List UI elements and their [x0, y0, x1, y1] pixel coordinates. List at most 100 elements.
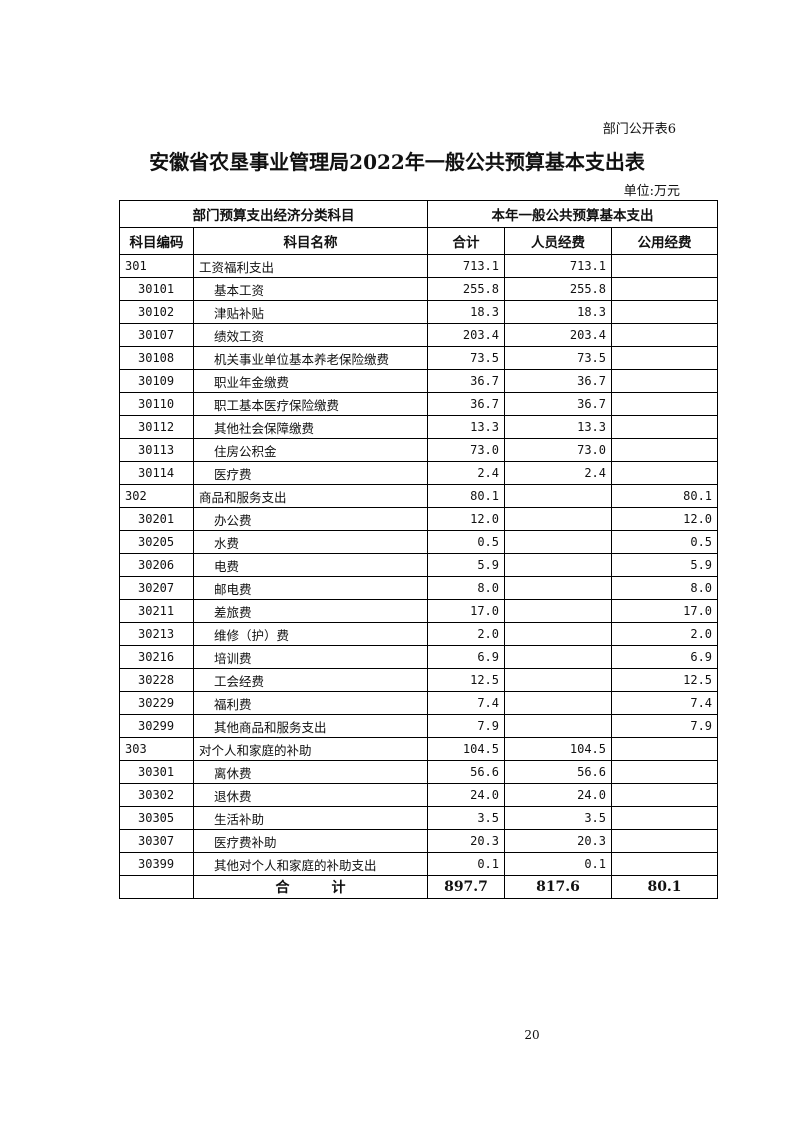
row-personnel: 73.5 — [504, 346, 612, 370]
row-name: 对个人和家庭的补助 — [193, 737, 428, 761]
row-code: 30101 — [119, 277, 194, 301]
table-row: 30229 福利费 7.4 7.4 — [119, 691, 719, 715]
row-personnel — [504, 668, 612, 692]
row-total: 5.9 — [427, 553, 505, 577]
row-total: 2.0 — [427, 622, 505, 646]
row-code: 30399 — [119, 852, 194, 876]
row-name: 机关事业单位基本养老保险缴费 — [193, 346, 428, 370]
table-row: 30102 津贴补贴 18.3 18.3 — [119, 300, 719, 324]
row-personnel — [504, 553, 612, 577]
row-personnel — [504, 622, 612, 646]
row-name: 工资福利支出 — [193, 254, 428, 278]
row-code: 30229 — [119, 691, 194, 715]
header-group-right: 本年一般公共预算基本支出 — [426, 200, 719, 228]
row-name: 维修（护）费 — [193, 622, 428, 646]
total-public: 80.1 — [610, 875, 719, 899]
row-personnel: 203.4 — [504, 323, 612, 347]
row-personnel — [504, 599, 612, 623]
table-row: 30299 其他商品和服务支出 7.9 7.9 — [119, 714, 719, 738]
row-code: 30305 — [119, 806, 194, 830]
row-personnel: 0.1 — [504, 852, 612, 876]
row-public — [610, 783, 719, 807]
row-name: 其他社会保障缴费 — [193, 415, 428, 439]
header-row: 科目编码 科目名称 合计 人员经费 公用经费 — [119, 227, 719, 255]
row-public — [610, 737, 719, 761]
row-name: 邮电费 — [193, 576, 428, 600]
row-personnel: 24.0 — [504, 783, 612, 807]
row-name: 工会经费 — [193, 668, 428, 692]
table-row: 30112 其他社会保障缴费 13.3 13.3 — [119, 415, 719, 439]
row-total: 104.5 — [427, 737, 505, 761]
row-total: 80.1 — [427, 484, 505, 508]
row-public — [610, 254, 719, 278]
table-row: 30301 离休费 56.6 56.6 — [119, 760, 719, 784]
table-row: 30108 机关事业单位基本养老保险缴费 73.5 73.5 — [119, 346, 719, 370]
row-code: 30113 — [119, 438, 194, 462]
row-public — [610, 806, 719, 830]
row-name: 其他商品和服务支出 — [193, 714, 428, 738]
row-total: 36.7 — [427, 392, 505, 416]
total-label: 合 计 — [193, 875, 428, 899]
row-public: 80.1 — [610, 484, 719, 508]
header-public: 公用经费 — [610, 227, 719, 255]
table-row: 30216 培训费 6.9 6.9 — [119, 645, 719, 669]
row-public — [610, 300, 719, 324]
table-row: 30207 邮电费 8.0 8.0 — [119, 576, 719, 600]
row-public: 6.9 — [610, 645, 719, 669]
row-total: 7.4 — [427, 691, 505, 715]
row-name: 办公费 — [193, 507, 428, 531]
row-total: 13.3 — [427, 415, 505, 439]
row-total: 2.4 — [427, 461, 505, 485]
row-public — [610, 760, 719, 784]
row-total: 56.6 — [427, 760, 505, 784]
row-public: 5.9 — [610, 553, 719, 577]
row-personnel — [504, 691, 612, 715]
row-public — [610, 392, 719, 416]
row-code: 30228 — [119, 668, 194, 692]
row-personnel: 713.1 — [504, 254, 612, 278]
row-code: 30114 — [119, 461, 194, 485]
row-public: 0.5 — [610, 530, 719, 554]
row-total: 18.3 — [427, 300, 505, 324]
row-total: 17.0 — [427, 599, 505, 623]
row-total: 255.8 — [427, 277, 505, 301]
total-row: 合 计 897.7 817.6 80.1 — [119, 875, 719, 899]
header-personnel: 人员经费 — [504, 227, 612, 255]
row-name: 医疗费补助 — [193, 829, 428, 853]
row-name: 离休费 — [193, 760, 428, 784]
row-public: 8.0 — [610, 576, 719, 600]
table-row: 30305 生活补助 3.5 3.5 — [119, 806, 719, 830]
header-code: 科目编码 — [119, 227, 194, 255]
row-personnel: 18.3 — [504, 300, 612, 324]
row-personnel — [504, 507, 612, 531]
row-personnel: 56.6 — [504, 760, 612, 784]
row-total: 12.0 — [427, 507, 505, 531]
row-public — [610, 438, 719, 462]
row-public — [610, 346, 719, 370]
total-personnel: 817.6 — [504, 875, 612, 899]
table-row: 30307 医疗费补助 20.3 20.3 — [119, 829, 719, 853]
row-name: 商品和服务支出 — [193, 484, 428, 508]
row-name: 绩效工资 — [193, 323, 428, 347]
row-total: 12.5 — [427, 668, 505, 692]
row-code: 30201 — [119, 507, 194, 531]
table-row: 30109 职业年金缴费 36.7 36.7 — [119, 369, 719, 393]
row-code: 30102 — [119, 300, 194, 324]
row-code: 30107 — [119, 323, 194, 347]
table-row: 30114 医疗费 2.4 2.4 — [119, 461, 719, 485]
row-personnel — [504, 714, 612, 738]
row-personnel — [504, 484, 612, 508]
table-body: 301 工资福利支出 713.1 713.1 30101 基本工资 255.8 255.8 30… — [119, 254, 719, 876]
page-title: 安徽省农垦事业管理局2022年一般公共预算基本支出表 — [149, 150, 645, 174]
row-personnel — [504, 645, 612, 669]
row-name: 住房公积金 — [193, 438, 428, 462]
table-row: 30107 绩效工资 203.4 203.4 — [119, 323, 719, 347]
total-code-cell — [119, 875, 194, 899]
row-total: 20.3 — [427, 829, 505, 853]
row-total: 36.7 — [427, 369, 505, 393]
row-name: 电费 — [193, 553, 428, 577]
table-row: 30201 办公费 12.0 12.0 — [119, 507, 719, 531]
row-name: 基本工资 — [193, 277, 428, 301]
row-code: 30213 — [119, 622, 194, 646]
row-name: 福利费 — [193, 691, 428, 715]
